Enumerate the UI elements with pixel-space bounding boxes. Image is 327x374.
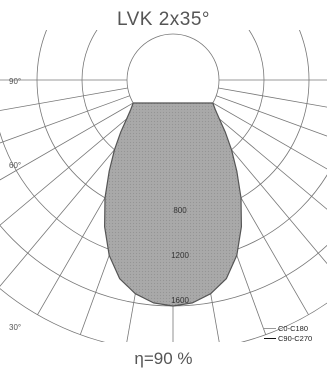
intensity-curves xyxy=(104,102,242,307)
curve-series-0 xyxy=(104,102,242,307)
efficiency-label: η=90 % xyxy=(134,349,193,368)
angle-label-0: 90° xyxy=(9,77,21,86)
grid-ray--70 xyxy=(0,95,130,144)
ring-label-1200: 1200 xyxy=(171,251,189,260)
legend-entry-0: C0-C180 xyxy=(278,324,308,333)
angle-label-2: 30° xyxy=(9,323,21,332)
grid-ray--50 xyxy=(0,109,139,226)
grid-ray--80 xyxy=(0,87,128,111)
chart-title: LVK 2x35° xyxy=(116,9,211,30)
grid-ray--60 xyxy=(0,102,134,181)
grid-ray-80 xyxy=(218,87,327,108)
grid-ray-70 xyxy=(216,95,327,137)
ring-label-800: 800 xyxy=(173,206,187,215)
grid-ray-60 xyxy=(212,102,327,170)
angle-labels: 90° 60° 30° xyxy=(9,77,21,332)
legend-entry-1: C90-C270 xyxy=(278,334,312,343)
angle-label-1: 60° xyxy=(9,161,21,170)
ring-label-1600: 1600 xyxy=(171,296,189,305)
grid-ray-50 xyxy=(207,109,327,210)
ring-labels: 800 1200 1600 xyxy=(171,206,189,305)
